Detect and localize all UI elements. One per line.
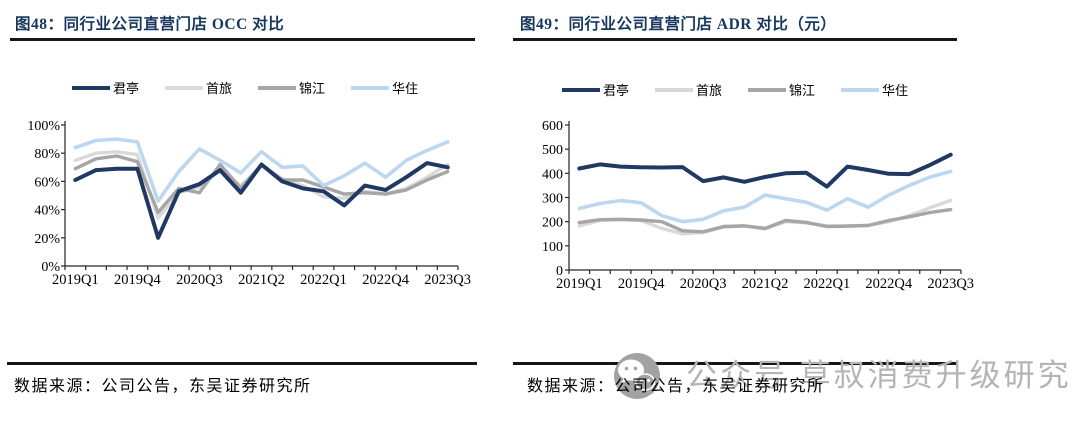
x-tick-label: 2022Q4 — [865, 276, 912, 292]
adr-bottom-rule — [513, 362, 957, 365]
legend-swatch — [351, 85, 390, 90]
y-tick-label: 600 — [542, 119, 563, 134]
series-lines — [577, 152, 953, 236]
legend-item-0: 君亭 — [71, 78, 139, 97]
legend-item-1: 首旅 — [164, 78, 232, 97]
adr-legend: 君亭 首旅 锦江 华住 — [513, 80, 957, 99]
y-tick-label: 100% — [27, 119, 60, 134]
legend-swatch — [748, 87, 786, 92]
occ-line-chart: 0% 20% 40% 60% 80% 100% 2019Q1 2019Q4 2020Q3 2021… — [27, 119, 471, 288]
legend-swatch — [71, 85, 110, 90]
legend-label: 君亭 — [112, 81, 139, 96]
x-tick-label: 2019Q4 — [114, 272, 161, 288]
series-line-0 — [577, 152, 953, 189]
legend-swatch — [841, 87, 880, 92]
legend-item-2: 锦江 — [258, 78, 325, 97]
legend-swatch — [258, 85, 296, 90]
x-tick-label: 2020Q3 — [680, 276, 727, 292]
axes: 0 100 200 300 400 500 600 2019Q1 2019Q4 2020Q3 202… — [542, 119, 974, 292]
x-tick-label: 2019Q1 — [556, 276, 603, 292]
y-tick-label: 300 — [542, 192, 563, 207]
x-tick-label: 2022Q1 — [804, 276, 851, 292]
series-line-2 — [577, 207, 953, 234]
x-tick-label: 2022Q4 — [362, 272, 409, 288]
legend-item-0: 君亭 — [561, 80, 629, 99]
legend-label: 君亭 — [602, 83, 629, 98]
occ-chart-title: 图48：同行业公司直营门店 OCC 对比 — [15, 16, 285, 33]
legend-item-2: 锦江 — [748, 80, 815, 99]
y-tick-label: 200 — [542, 216, 563, 231]
legend-swatch — [654, 87, 693, 92]
series-line-3 — [73, 137, 450, 203]
y-tick-label: 0 — [556, 264, 563, 279]
x-tick-label: 2019Q4 — [618, 276, 665, 292]
y-tick-label: 80% — [34, 147, 60, 162]
wechat-icon — [614, 353, 660, 399]
legend-item-3: 华住 — [841, 80, 908, 99]
legend-label: 锦江 — [789, 83, 816, 98]
legend-swatch — [561, 87, 600, 92]
legend-label: 首旅 — [695, 83, 722, 98]
legend-label: 华住 — [882, 83, 909, 98]
adr-source-text: 数据来源：公司公告，东吴证券研究所 — [527, 378, 825, 395]
y-tick-label: 0% — [41, 260, 60, 275]
x-tick-label: 2021Q2 — [238, 272, 285, 288]
adr-title-rule — [513, 38, 957, 41]
x-tick-label: 2022Q1 — [300, 272, 347, 288]
x-tick-label: 2021Q2 — [742, 276, 789, 292]
legend-item-3: 华住 — [351, 78, 418, 97]
y-tick-label: 40% — [34, 204, 60, 219]
watermark: 公众号 草叔消费升级研究 — [612, 351, 1072, 401]
y-tick-label: 400 — [542, 167, 563, 182]
x-tick-label: 2019Q1 — [52, 272, 99, 288]
occ-title-rule — [10, 38, 475, 41]
adr-line-chart: 0 100 200 300 400 500 600 2019Q1 2019Q4 2020Q3 202… — [542, 119, 974, 292]
y-tick-label: 100 — [542, 240, 563, 255]
occ-source-text: 数据来源：公司公告，东吴证券研究所 — [14, 378, 312, 395]
series-line-0 — [73, 161, 450, 240]
y-tick-label: 500 — [542, 143, 563, 158]
y-tick-label: 60% — [34, 175, 60, 190]
legend-label: 华住 — [392, 81, 419, 96]
watermark-text: 公众号 草叔消费升级研究 — [686, 358, 1072, 393]
x-tick-label: 2023Q3 — [927, 276, 974, 292]
occ-legend: 君亭 首旅 锦江 华住 — [10, 78, 480, 97]
x-tick-label: 2020Q3 — [176, 272, 223, 288]
legend-label: 首旅 — [205, 81, 232, 96]
legend-label: 锦江 — [299, 81, 326, 96]
legend-swatch — [164, 85, 203, 90]
legend-item-1: 首旅 — [654, 80, 722, 99]
x-tick-label: 2023Q3 — [424, 272, 471, 288]
occ-bottom-rule — [7, 362, 477, 365]
series-line-3 — [577, 169, 953, 224]
adr-chart-title: 图49：同行业公司直营门店 ADR 对比（元） — [520, 16, 837, 33]
axes: 0% 20% 40% 60% 80% 100% 2019Q1 2019Q4 2020Q3 2021… — [27, 119, 471, 288]
series-lines — [73, 137, 450, 240]
y-tick-label: 20% — [34, 232, 60, 247]
